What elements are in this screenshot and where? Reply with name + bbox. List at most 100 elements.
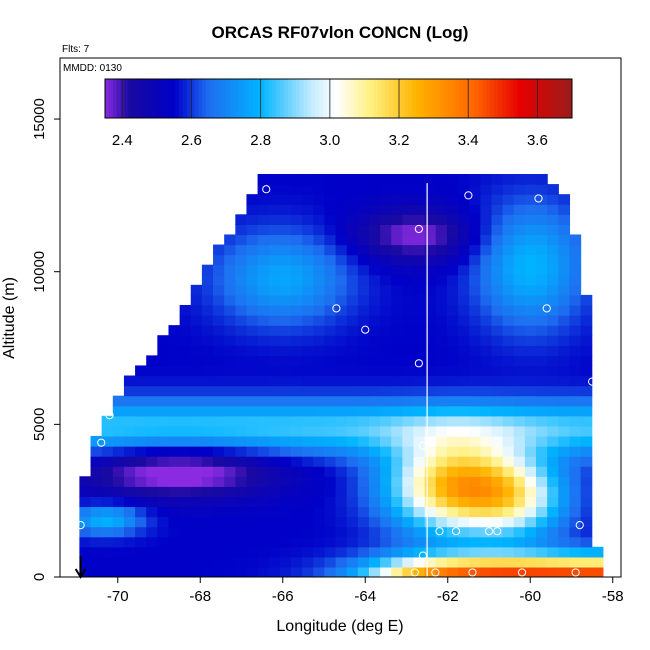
heatmap-cell [79, 486, 92, 497]
heatmap-cell [123, 385, 136, 397]
heatmap-cell [502, 345, 515, 356]
observation-point [542, 304, 551, 313]
heatmap-cell [536, 335, 548, 346]
heatmap-cell [569, 536, 582, 548]
heatmap-cell [502, 405, 515, 417]
heatmap-cell [302, 456, 314, 467]
heatmap-cell [324, 304, 337, 316]
heatmap-cell [402, 194, 415, 205]
heatmap-cell [257, 184, 270, 195]
heatmap-cell [268, 274, 281, 286]
heatmap-cell [424, 204, 437, 215]
heatmap-cell [179, 546, 192, 558]
heatmap-cell [313, 325, 326, 336]
heatmap-cell [179, 476, 192, 487]
heatmap-cell [224, 526, 236, 538]
heatmap-cell [224, 395, 236, 407]
x-tick-label: -68 [189, 588, 211, 605]
heatmap-cell [123, 506, 136, 518]
heatmap-cell [79, 476, 92, 487]
heatmap-cell [246, 254, 259, 266]
heatmap-cell [190, 385, 203, 397]
heatmap-cell [346, 506, 359, 518]
heatmap-cell [413, 375, 426, 387]
heatmap-cell [201, 335, 214, 346]
heatmap-cell [513, 446, 526, 457]
heatmap-cell [224, 566, 236, 577]
heatmap-cell [123, 466, 136, 477]
heatmap-cell [380, 456, 392, 467]
heatmap-cell [335, 304, 348, 316]
heatmap-cell [480, 345, 493, 356]
heatmap-cell [391, 234, 403, 246]
heatmap-cell [101, 476, 114, 487]
heatmap-cell [536, 214, 548, 225]
heatmap-cell [368, 486, 381, 497]
heatmap-cell [291, 234, 303, 246]
heatmap-cell [201, 536, 214, 548]
heatmap-cell [268, 355, 281, 367]
heatmap-cell [558, 274, 571, 286]
heatmap-cell [123, 456, 136, 467]
heatmap-cell [402, 496, 415, 508]
heatmap-cell [413, 355, 426, 367]
heatmap-cell [480, 476, 493, 487]
heatmap-cell [502, 355, 515, 367]
heatmap-cell [480, 244, 493, 256]
heatmap-cell [547, 224, 559, 236]
heatmap-cell [291, 355, 303, 367]
heatmap-cell [502, 415, 515, 427]
heatmap-cell [213, 264, 225, 276]
heatmap-cell [524, 375, 537, 387]
heatmap-cell [146, 536, 158, 548]
heatmap-cell [558, 345, 571, 356]
heatmap-cell [402, 304, 415, 316]
heatmap-cell [391, 375, 403, 387]
heatmap-cell [413, 496, 426, 508]
colorbar-segment [256, 79, 262, 118]
heatmap-cell [235, 315, 248, 326]
heatmap-cell [536, 405, 548, 417]
heatmap-cell [279, 425, 292, 437]
heatmap-cell [391, 284, 403, 296]
heatmap-cell [547, 476, 559, 487]
heatmap-cell [435, 546, 448, 558]
heatmap-cell [368, 496, 381, 508]
heatmap-cell [335, 546, 348, 558]
heatmap-cell [368, 315, 381, 326]
heatmap-cell [558, 395, 571, 407]
heatmap-cell [502, 486, 515, 497]
heatmap-cell [357, 405, 370, 417]
heatmap-cell [413, 566, 426, 577]
heatmap-cell [235, 435, 248, 447]
heatmap-cell [324, 254, 337, 266]
heatmap-cell [268, 174, 281, 185]
heatmap-cell [458, 325, 470, 336]
heatmap-cell [190, 456, 203, 467]
heatmap-cell [368, 375, 381, 387]
heatmap-cell [458, 264, 470, 276]
heatmap-cell [536, 244, 548, 256]
heatmap-cell [558, 466, 571, 477]
heatmap-cell [123, 556, 136, 568]
heatmap-cell [157, 476, 170, 487]
heatmap-cell [458, 456, 470, 467]
heatmap-cell [491, 335, 504, 346]
heatmap-cell [357, 466, 370, 477]
heatmap-cell [135, 546, 147, 558]
heatmap-cell [190, 415, 203, 427]
heatmap-cell [224, 435, 236, 447]
heatmap-cell [547, 375, 559, 387]
observation-point [468, 568, 477, 577]
heatmap-cell [168, 486, 181, 497]
heatmap-cell [513, 385, 526, 397]
heatmap-cell [446, 456, 459, 467]
heatmap-cell [513, 435, 526, 447]
heatmap-cell [135, 466, 147, 477]
heatmap-cell [536, 284, 548, 296]
heatmap-cell [279, 204, 292, 215]
heatmap-cell [536, 204, 548, 215]
heatmap-cell [112, 546, 125, 558]
heatmap-cell [524, 184, 537, 195]
heatmap-cell [257, 194, 270, 205]
